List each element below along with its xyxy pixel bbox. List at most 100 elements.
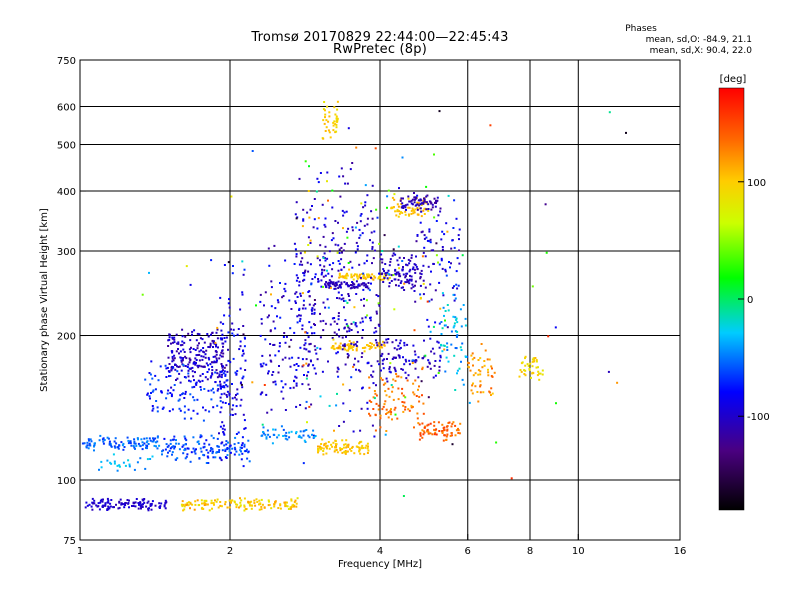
data-point bbox=[348, 347, 351, 350]
data-point bbox=[356, 340, 359, 343]
data-point bbox=[326, 269, 328, 272]
data-point bbox=[198, 353, 201, 356]
data-point bbox=[211, 369, 214, 372]
data-point bbox=[341, 251, 343, 254]
data-point bbox=[422, 251, 425, 254]
data-point bbox=[414, 361, 417, 364]
data-point bbox=[400, 197, 403, 200]
data-point bbox=[302, 279, 304, 282]
data-point bbox=[210, 398, 213, 401]
data-point bbox=[383, 270, 385, 272]
data-point bbox=[433, 153, 435, 156]
data-point bbox=[434, 360, 437, 362]
data-point bbox=[260, 322, 263, 325]
data-point bbox=[367, 287, 370, 290]
data-point bbox=[235, 450, 238, 453]
data-point bbox=[357, 284, 360, 286]
data-point bbox=[422, 433, 425, 436]
data-point bbox=[320, 448, 322, 451]
data-point bbox=[308, 295, 311, 298]
data-point bbox=[387, 411, 390, 414]
data-point bbox=[235, 373, 238, 376]
data-point bbox=[327, 272, 330, 275]
data-point bbox=[350, 447, 353, 449]
data-point bbox=[406, 264, 409, 267]
data-point bbox=[162, 406, 165, 409]
data-point bbox=[216, 337, 219, 340]
data-point bbox=[173, 447, 176, 450]
data-point bbox=[224, 450, 227, 452]
data-point bbox=[211, 373, 214, 376]
data-point bbox=[284, 341, 287, 344]
data-point bbox=[402, 394, 405, 397]
data-point bbox=[262, 362, 265, 365]
data-point bbox=[374, 249, 377, 252]
data-point bbox=[186, 503, 188, 506]
data-point bbox=[393, 198, 396, 201]
data-point bbox=[166, 446, 169, 448]
data-point bbox=[371, 246, 374, 248]
data-point bbox=[416, 268, 419, 271]
data-point bbox=[102, 440, 105, 443]
data-point bbox=[266, 316, 269, 319]
data-point bbox=[438, 369, 441, 372]
data-point bbox=[412, 359, 415, 362]
data-point bbox=[93, 502, 96, 505]
data-point bbox=[333, 429, 335, 432]
data-point bbox=[404, 281, 407, 284]
data-point bbox=[523, 373, 526, 375]
data-point bbox=[91, 497, 94, 500]
data-point bbox=[403, 289, 406, 291]
data-point bbox=[161, 450, 163, 453]
data-point bbox=[366, 194, 369, 197]
data-point bbox=[128, 463, 131, 466]
data-point bbox=[341, 209, 344, 212]
data-point bbox=[295, 363, 298, 365]
data-point bbox=[334, 243, 337, 246]
data-point bbox=[209, 363, 212, 366]
data-point bbox=[260, 365, 263, 368]
data-point bbox=[240, 447, 243, 449]
data-point bbox=[202, 347, 205, 349]
data-point bbox=[203, 445, 206, 448]
data-point bbox=[186, 453, 189, 456]
data-point bbox=[405, 263, 407, 266]
data-point bbox=[314, 324, 316, 326]
data-point bbox=[215, 345, 217, 348]
data-point bbox=[348, 284, 350, 287]
data-point bbox=[351, 266, 354, 269]
data-point bbox=[395, 284, 397, 287]
data-point bbox=[327, 360, 329, 363]
data-point bbox=[242, 333, 245, 336]
data-point bbox=[219, 337, 222, 340]
data-point bbox=[370, 282, 372, 285]
data-point bbox=[238, 506, 240, 509]
data-point bbox=[321, 271, 324, 274]
data-point bbox=[537, 370, 540, 373]
data-point bbox=[391, 196, 394, 199]
data-point bbox=[193, 379, 195, 382]
data-point bbox=[343, 266, 346, 269]
data-point bbox=[140, 438, 143, 441]
data-point bbox=[106, 436, 109, 439]
data-point bbox=[232, 328, 235, 331]
data-point bbox=[450, 262, 452, 265]
data-point bbox=[200, 499, 203, 502]
data-point bbox=[390, 408, 392, 411]
data-point bbox=[405, 377, 408, 380]
data-point bbox=[363, 262, 366, 265]
data-point bbox=[429, 432, 432, 435]
data-point bbox=[456, 287, 459, 290]
data-point bbox=[292, 386, 295, 389]
data-point bbox=[222, 322, 225, 325]
data-point bbox=[359, 429, 362, 432]
data-point bbox=[261, 354, 264, 357]
data-point bbox=[265, 437, 268, 440]
data-point bbox=[303, 344, 306, 347]
data-point bbox=[290, 308, 293, 310]
data-point bbox=[324, 259, 327, 262]
data-point bbox=[124, 504, 127, 506]
data-point bbox=[101, 506, 104, 508]
data-point bbox=[370, 374, 373, 377]
data-point bbox=[531, 358, 534, 361]
